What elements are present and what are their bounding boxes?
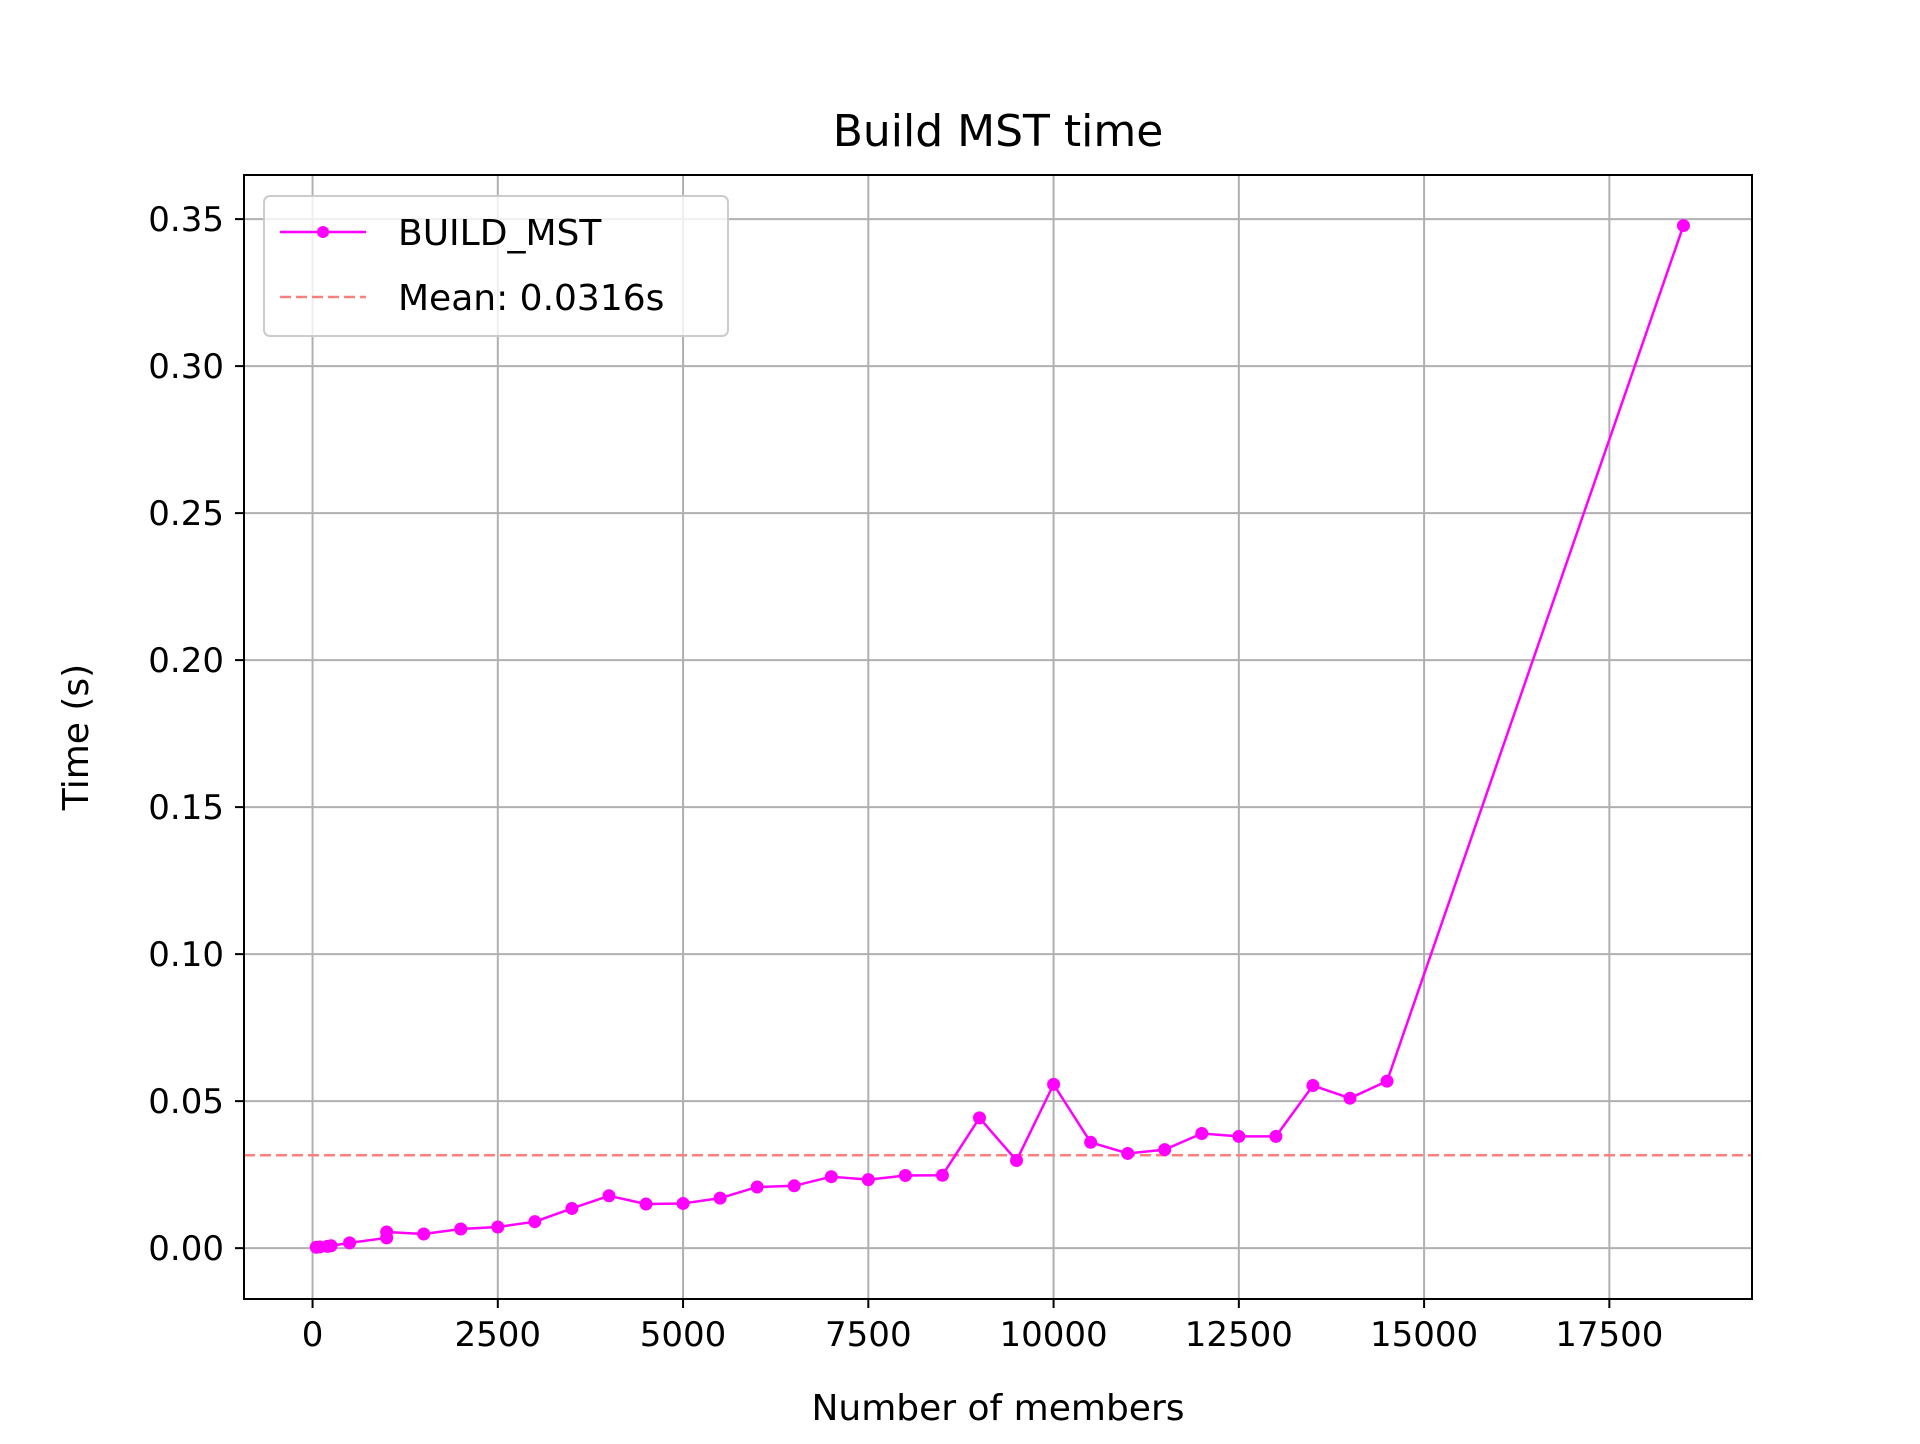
data-point: [750, 1180, 764, 1194]
y-tick-label: 0.00: [148, 1229, 224, 1269]
data-point: [639, 1197, 653, 1211]
x-tick-label: 15000: [1370, 1315, 1478, 1355]
data-point: [1306, 1079, 1320, 1093]
chart-title: Build MST time: [833, 106, 1164, 157]
x-tick-label: 17500: [1555, 1315, 1663, 1355]
legend-mean-label: Mean: 0.0316s: [398, 278, 664, 319]
x-tick-label: 7500: [825, 1315, 912, 1355]
data-point: [1380, 1074, 1394, 1088]
legend-build-mst-marker: [317, 226, 329, 238]
data-point: [1676, 219, 1690, 233]
x-tick-label: 0: [302, 1315, 324, 1355]
data-point: [1121, 1146, 1135, 1160]
data-point: [417, 1227, 431, 1241]
x-axis-ticks: 0 2500 5000 7500 10000 12500 15000 17500: [302, 1299, 1663, 1355]
data-point: [380, 1225, 394, 1239]
data-point: [861, 1173, 875, 1187]
x-tick-label: 2500: [455, 1315, 542, 1355]
data-point: [343, 1236, 357, 1250]
data-point: [565, 1201, 579, 1215]
data-point: [1343, 1091, 1357, 1105]
data-point: [713, 1191, 727, 1205]
data-point: [602, 1189, 616, 1203]
y-axis-ticks: 0.00 0.05 0.10 0.15 0.20 0.25 0.30 0.35: [148, 200, 244, 1269]
data-point: [324, 1239, 338, 1253]
data-point: [676, 1196, 690, 1210]
y-axis-label: Time (s): [56, 664, 97, 811]
data-point: [1269, 1129, 1283, 1143]
data-point: [1232, 1129, 1246, 1143]
x-axis-label: Number of members: [811, 1388, 1184, 1429]
y-tick-label: 0.05: [148, 1082, 224, 1122]
grid: [244, 175, 1752, 1299]
data-point: [1084, 1135, 1098, 1149]
y-tick-label: 0.20: [148, 641, 224, 681]
data-point: [528, 1215, 542, 1229]
y-tick-label: 0.25: [148, 494, 224, 534]
x-tick-label: 5000: [640, 1315, 727, 1355]
data-point: [491, 1220, 505, 1234]
data-point: [972, 1111, 986, 1125]
legend: BUILD_MST Mean: 0.0316s: [263, 195, 729, 337]
y-tick-label: 0.15: [148, 788, 224, 828]
plot-frame: [243, 174, 1753, 1300]
data-point: [1047, 1077, 1061, 1091]
legend-box: [263, 195, 729, 337]
data-point: [1158, 1143, 1172, 1157]
data-point: [898, 1169, 912, 1183]
data-point: [787, 1179, 801, 1193]
x-tick-label: 12500: [1185, 1315, 1293, 1355]
legend-build-mst-label: BUILD_MST: [398, 213, 602, 254]
data-point: [1010, 1154, 1024, 1168]
data-point: [824, 1170, 838, 1184]
series-layer: [309, 219, 1690, 1254]
y-tick-label: 0.35: [148, 200, 224, 240]
data-point: [454, 1222, 468, 1236]
y-tick-label: 0.30: [148, 347, 224, 387]
x-tick-label: 10000: [999, 1315, 1107, 1355]
y-tick-label: 0.10: [148, 935, 224, 975]
data-point: [935, 1168, 949, 1182]
data-point: [1195, 1126, 1209, 1140]
